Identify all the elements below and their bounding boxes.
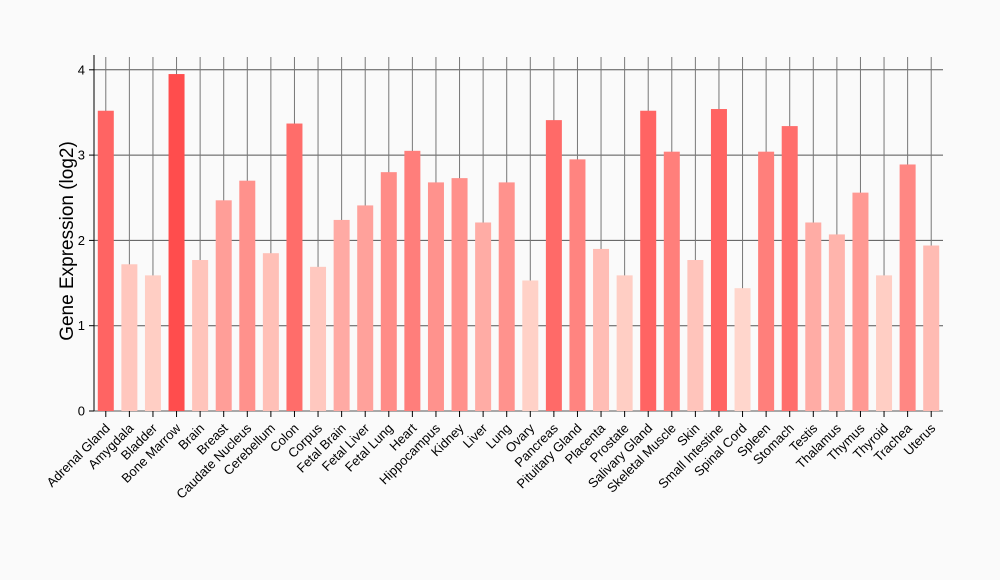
bar [899, 164, 916, 411]
y-tick-label: 0 [78, 404, 85, 419]
bar [97, 110, 114, 412]
bar-layer [97, 74, 940, 412]
bar [616, 275, 633, 411]
bar [380, 172, 397, 411]
bar [144, 275, 161, 411]
bar [215, 200, 232, 411]
bar [852, 192, 869, 411]
bar [805, 222, 822, 411]
y-tick-label: 4 [78, 62, 85, 77]
bar [710, 109, 727, 411]
bar [121, 264, 138, 411]
bar [475, 222, 492, 411]
y-tick-label: 3 [78, 148, 85, 163]
bar [593, 248, 610, 411]
bar [687, 260, 704, 411]
bar [168, 74, 185, 411]
bar [498, 182, 515, 411]
bar [239, 180, 256, 411]
bar [828, 234, 845, 411]
y-axis-label: Gene Expression (log2) [57, 141, 78, 341]
y-tick-label: 2 [78, 233, 85, 248]
bar [545, 120, 562, 411]
bar [663, 151, 680, 412]
bar [734, 288, 751, 411]
bar [404, 150, 421, 411]
bar [310, 266, 327, 411]
bar [569, 159, 586, 411]
bar [262, 253, 279, 411]
bar [427, 182, 444, 411]
bar [876, 275, 893, 411]
bar [451, 178, 468, 411]
y-tick-label: 1 [78, 318, 85, 333]
bar [522, 280, 539, 411]
bar [640, 110, 657, 412]
bar [286, 123, 303, 411]
bar [333, 219, 350, 411]
x-tick-label: Liver [460, 420, 491, 451]
bar [192, 260, 209, 411]
bar [758, 151, 775, 412]
bar [357, 205, 374, 411]
bar [781, 126, 798, 411]
bar [923, 245, 940, 411]
